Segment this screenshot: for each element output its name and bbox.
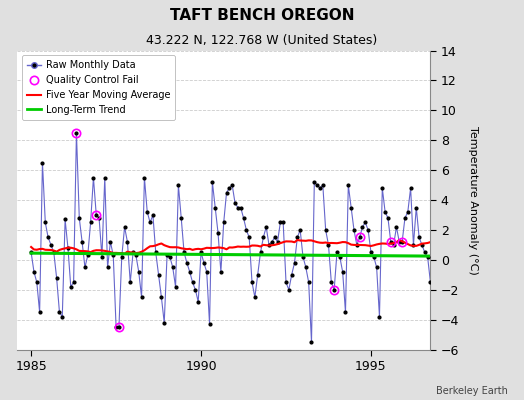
Y-axis label: Temperature Anomaly (°C): Temperature Anomaly (°C) (467, 126, 477, 274)
Text: Berkeley Earth: Berkeley Earth (436, 386, 508, 396)
Text: 43.222 N, 122.768 W (United States): 43.222 N, 122.768 W (United States) (146, 34, 378, 46)
Text: TAFT BENCH OREGON: TAFT BENCH OREGON (170, 8, 354, 22)
Legend: Raw Monthly Data, Quality Control Fail, Five Year Moving Average, Long-Term Tren: Raw Monthly Data, Quality Control Fail, … (21, 55, 176, 120)
